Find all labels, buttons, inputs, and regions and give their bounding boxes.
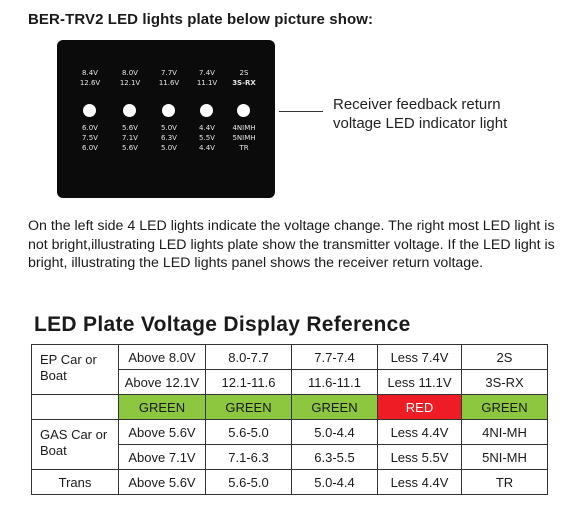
table-cell: 12.1-11.6 <box>205 369 292 395</box>
led-light <box>162 104 175 117</box>
color-cell-green: GREEN <box>118 394 206 420</box>
led-label: 6.0V <box>82 144 98 152</box>
callout-line-1: Receiver feedback return <box>333 96 501 113</box>
table-cell: Less 4.4V <box>377 469 462 495</box>
led-label: 7.5V <box>82 134 98 142</box>
table-cell: Less 4.4V <box>377 419 462 445</box>
page-heading: BER-TRV2 LED lights plate below picture … <box>28 11 374 28</box>
led-label: 11.6V <box>158 79 180 87</box>
table-cell: 11.6-11.1 <box>291 369 378 395</box>
led-label: 7.4V <box>199 69 215 77</box>
led-label: 12.1V <box>119 79 141 87</box>
table-cell: 5NI-MH <box>461 444 548 470</box>
table-cell: Above 12.1V <box>118 369 206 395</box>
table-cell: Above 5.6V <box>118 469 206 495</box>
table-cell: 5.0-4.4 <box>291 469 378 495</box>
led-light <box>123 104 136 117</box>
led-label: 7.7V <box>161 69 177 77</box>
table-row: Above 7.1V 7.1-6.3 6.3-5.5 Less 5.5V 5NI… <box>32 444 548 470</box>
table-row: Trans Above 5.6V 5.6-5.0 5.0-4.4 Less 4.… <box>31 469 548 495</box>
table-row-colors: GREEN GREEN GREEN RED GREEN <box>31 394 548 420</box>
callout-line-2: voltage LED indicator light <box>333 115 508 132</box>
callout-line <box>279 111 323 112</box>
color-cell-red: RED <box>377 394 462 420</box>
table-cell: 5.0-4.4 <box>291 419 378 445</box>
description-paragraph: On the left side 4 LED lights indicate t… <box>28 218 555 271</box>
table-cell: Above 8.0V <box>118 344 206 370</box>
table-cell: 2S <box>461 344 548 370</box>
led-label: 3S-RX <box>232 79 256 87</box>
led-label: 5.6V <box>122 124 138 132</box>
led-label: 12.6V <box>79 79 101 87</box>
group-label-ep: EP Car or Boat <box>31 344 119 395</box>
led-label: 4.4V <box>199 144 215 152</box>
led-light <box>200 104 213 117</box>
table-cell: Less 11.1V <box>377 369 462 395</box>
callout-text: Receiver feedback return voltage LED ind… <box>333 95 507 133</box>
table-row: GAS Car or Boat Above 5.6V 5.6-5.0 5.0-4… <box>31 419 548 470</box>
table-cell: 5.6-5.0 <box>205 469 292 495</box>
led-light-receiver <box>237 104 250 117</box>
color-cell-green: GREEN <box>205 394 292 420</box>
table-cell: 7.1-6.3 <box>205 444 292 470</box>
table-cell: 4NI-MH <box>461 419 548 445</box>
led-label: 7.1V <box>122 134 138 142</box>
table-cell: Less 5.5V <box>377 444 462 470</box>
led-label: 4.4V <box>199 124 215 132</box>
group-label-trans: Trans <box>31 469 119 495</box>
led-label: 8.0V <box>122 69 138 77</box>
led-label: 8.4V <box>82 69 98 77</box>
led-label: 5.0V <box>161 124 177 132</box>
color-cell-green: GREEN <box>291 394 378 420</box>
table-cell: Above 7.1V <box>118 444 206 470</box>
led-label: 2S <box>239 69 249 77</box>
table-cell: 6.3-5.5 <box>291 444 378 470</box>
led-label: 5NIMH <box>232 134 256 142</box>
led-label: 5.0V <box>161 144 177 152</box>
led-label: 6.0V <box>82 124 98 132</box>
reference-title: LED Plate Voltage Display Reference <box>34 313 411 336</box>
color-cell-green: GREEN <box>461 394 548 420</box>
group-label-gas: GAS Car or Boat <box>31 419 119 470</box>
led-light <box>83 104 96 117</box>
led-label: TR <box>239 144 249 152</box>
table-cell: 3S-RX <box>461 369 548 395</box>
led-label: 11.1V <box>196 79 218 87</box>
voltage-reference-table: EP Car or Boat Above 8.0V 8.0-7.7 7.7-7.… <box>31 344 548 495</box>
led-label: 5.6V <box>122 144 138 152</box>
table-cell: TR <box>461 469 548 495</box>
table-cell: 5.6-5.0 <box>205 419 292 445</box>
table-cell: Above 5.6V <box>118 419 206 445</box>
led-label: 4NIMH <box>232 124 256 132</box>
table-row: Above 12.1V 12.1-11.6 11.6-11.1 Less 11.… <box>32 369 548 395</box>
table-row: EP Car or Boat Above 8.0V 8.0-7.7 7.7-7.… <box>31 344 548 395</box>
table-cell: Less 7.4V <box>377 344 462 370</box>
led-label: 6.3V <box>161 134 177 142</box>
table-cell-empty <box>31 394 119 420</box>
table-cell: 7.7-7.4 <box>291 344 378 370</box>
led-label: 5.5V <box>199 134 215 142</box>
table-cell: 8.0-7.7 <box>205 344 292 370</box>
led-panel-image: 8.4V 12.6V 6.0V 7.5V 6.0V 8.0V 12.1V 5.6… <box>57 40 275 198</box>
